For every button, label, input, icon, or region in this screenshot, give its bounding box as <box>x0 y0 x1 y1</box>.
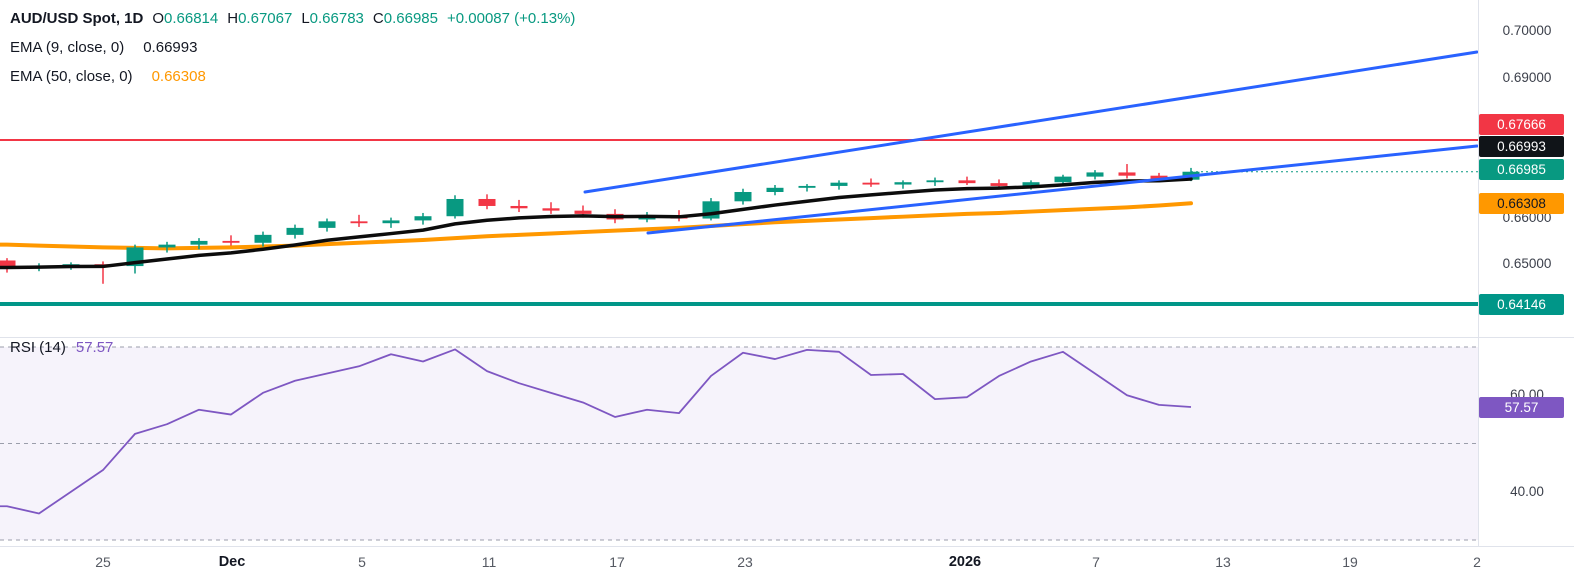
time-axis-label: 11 <box>481 554 497 570</box>
time-axis-label: 23 <box>737 554 753 570</box>
time-axis-label: 2 <box>1473 554 1481 570</box>
rsi-legend-row[interactable]: RSI (14) 57.57 <box>10 339 113 356</box>
ohlc-low-value: 0.66783 <box>309 9 364 27</box>
ema50-value: 0.66308 <box>151 67 206 85</box>
legend: AUD/USD Spot, 1D O 0.66814 H 0.67067 L 0.66… <box>10 8 575 95</box>
ema9-value: 0.66993 <box>143 38 198 56</box>
rsi-value: 57.57 <box>75 339 114 356</box>
ohlc-low-label: L <box>301 9 310 27</box>
ohlc-high-label: H <box>227 9 239 27</box>
pane-separator[interactable] <box>0 337 1574 338</box>
price-axis[interactable]: 0.70000 0.69000 0.66000 0.65000 60.00 40.00 0.… <box>1478 0 1574 546</box>
ohlc-close-label: C <box>372 9 384 27</box>
time-axis-label: 13 <box>1215 554 1231 570</box>
price-axis-label: 0.69000 <box>1502 70 1552 85</box>
price-change: +0.00087 (+0.13%) <box>446 9 576 27</box>
legend-ema50-row[interactable]: EMA (50, close, 0) 0.66308 <box>10 66 206 86</box>
time-axis-label: 25 <box>95 554 111 570</box>
symbol-title: AUD/USD Spot, 1D <box>10 9 144 27</box>
legend-ema9-row[interactable]: EMA (9, close, 0) 0.66993 <box>10 37 197 57</box>
time-axis-label: 19 <box>1342 554 1358 570</box>
time-axis-label: 7 <box>1092 554 1100 570</box>
ohlc-open-label: O <box>152 9 165 27</box>
ema9-label: EMA (9, close, 0) <box>10 38 125 56</box>
price-axis-label: 40.00 <box>1510 484 1544 499</box>
ohlc-low: L 0.66783 <box>301 10 364 27</box>
price-axis-label: 0.70000 <box>1502 23 1552 38</box>
time-axis[interactable]: 25 Dec 5 11 17 23 2026 7 13 19 2 <box>0 546 1574 578</box>
price-badge: 57.57 <box>1479 397 1564 418</box>
price-axis-label: 0.65000 <box>1502 256 1552 271</box>
time-axis-label: 5 <box>358 554 366 570</box>
price-badge: 0.66993 <box>1479 136 1564 157</box>
ohlc-high: H 0.67067 <box>227 10 292 27</box>
ema50-label: EMA (50, close, 0) <box>10 67 133 85</box>
price-badge: 0.64146 <box>1479 294 1564 315</box>
price-badge: 0.66985 <box>1479 159 1564 180</box>
price-badge: 0.67666 <box>1479 114 1564 135</box>
ohlc-close-value: 0.66985 <box>383 9 438 27</box>
ohlc-open-value: 0.66814 <box>164 9 219 27</box>
legend-symbol-row[interactable]: AUD/USD Spot, 1D O 0.66814 H 0.67067 L 0.66… <box>10 8 575 28</box>
ohlc-high-value: 0.67067 <box>238 9 293 27</box>
time-axis-label: 2026 <box>948 554 982 570</box>
rsi-label: RSI (14) <box>10 339 66 356</box>
time-axis-label: Dec <box>218 554 246 570</box>
time-axis-label: 17 <box>609 554 625 570</box>
price-badge: 0.66308 <box>1479 193 1564 214</box>
ohlc-open: O 0.66814 <box>152 10 218 27</box>
ohlc-close: C 0.66985 <box>373 10 438 27</box>
